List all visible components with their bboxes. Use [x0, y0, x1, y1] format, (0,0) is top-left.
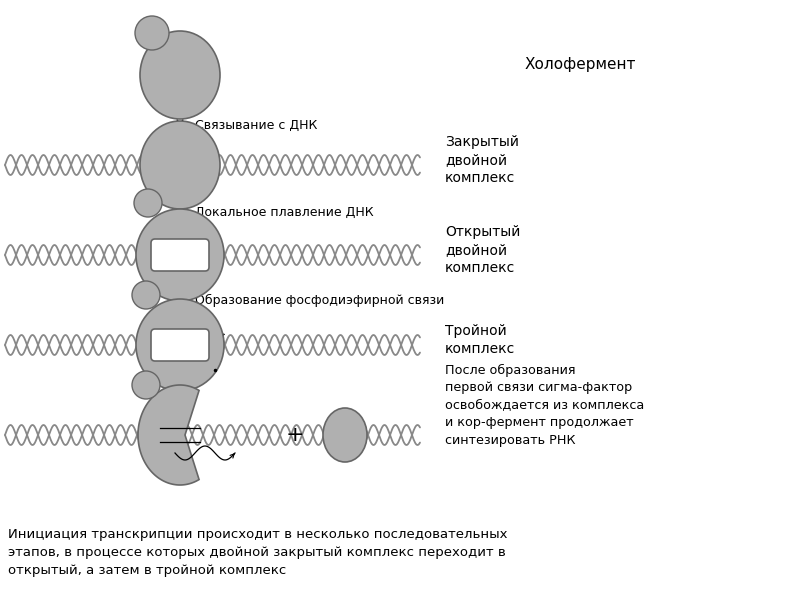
Ellipse shape — [136, 209, 224, 301]
Text: Тройной
комплекс: Тройной комплекс — [445, 324, 515, 356]
Ellipse shape — [140, 31, 220, 119]
Text: Холофермент: Холофермент — [525, 58, 637, 73]
Text: Открытый
двойной
комплекс: Открытый двойной комплекс — [445, 224, 520, 275]
FancyBboxPatch shape — [151, 239, 209, 271]
Ellipse shape — [134, 189, 162, 217]
Ellipse shape — [140, 121, 220, 209]
Text: Образование фосфодиэфирной связи: Образование фосфодиэфирной связи — [195, 293, 444, 307]
Text: Локальное плавление ДНК: Локальное плавление ДНК — [195, 205, 374, 218]
Text: Закрытый
двойной
комплекс: Закрытый двойной комплекс — [445, 134, 519, 185]
Polygon shape — [138, 385, 199, 485]
Text: Связывание с ДНК: Связывание с ДНК — [195, 118, 318, 131]
FancyBboxPatch shape — [151, 329, 209, 361]
Ellipse shape — [132, 281, 160, 309]
Ellipse shape — [323, 408, 367, 462]
Text: +: + — [286, 425, 304, 445]
Ellipse shape — [136, 299, 224, 391]
Ellipse shape — [135, 16, 169, 50]
Ellipse shape — [132, 371, 160, 399]
Text: После образования
первой связи сигма-фактор
освобождается из комплекса
и кор-фер: После образования первой связи сигма-фак… — [445, 364, 644, 446]
Text: Инициация транскрипции происходит в несколько последовательных
этапов, в процесс: Инициация транскрипции происходит в неск… — [8, 528, 507, 577]
